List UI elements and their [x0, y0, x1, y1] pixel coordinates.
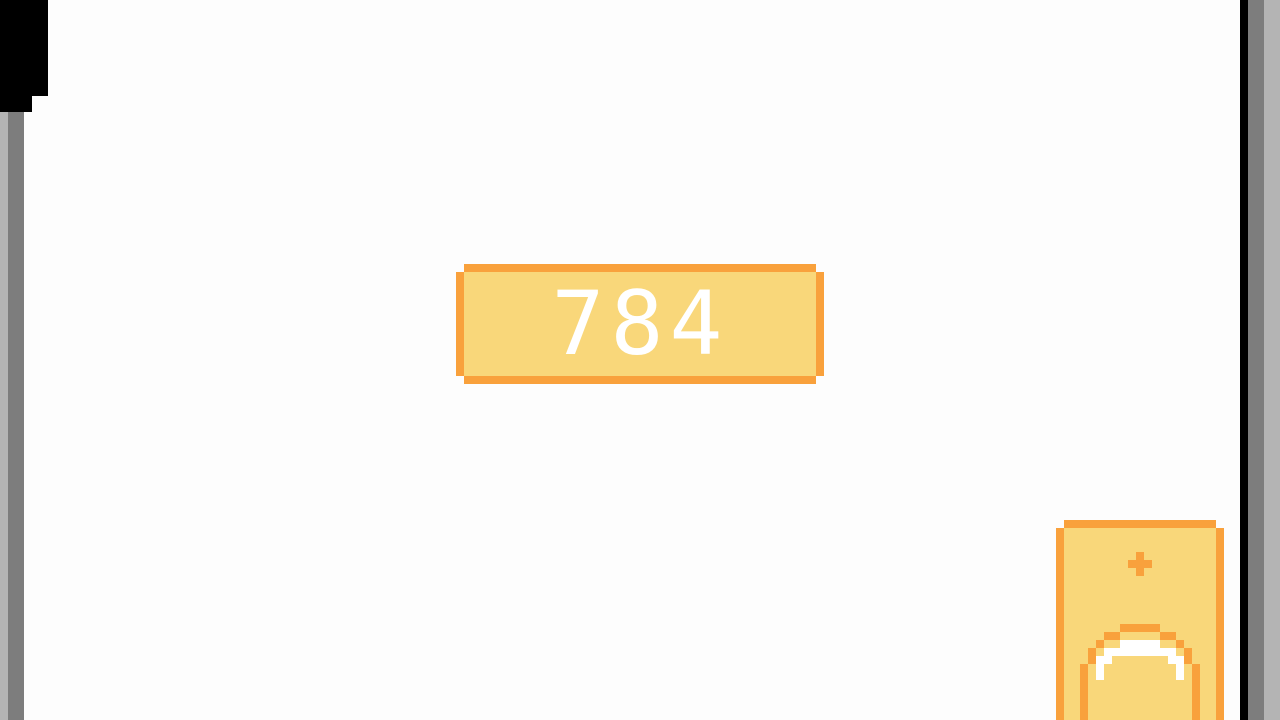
score-panel-border-left: [456, 272, 464, 376]
score-panel-border-top: [464, 264, 816, 272]
score-panel-border-right: [816, 272, 824, 376]
device-frame-left-outer: [0, 0, 8, 720]
score-value: 784: [551, 272, 729, 375]
item-card-border-top: [1064, 520, 1216, 528]
device-frame-right-outer: [1264, 0, 1280, 720]
plus-icon[interactable]: [1128, 552, 1152, 576]
device-notch-step: [0, 96, 32, 112]
device-frame-right-inner: [1248, 0, 1264, 720]
orb-icon: [1080, 624, 1200, 720]
score-panel-border-bottom: [464, 376, 816, 384]
device-frame-left-inner: [8, 0, 24, 720]
item-card-border-left: [1056, 528, 1064, 720]
score-panel-fill: [464, 272, 816, 376]
device-notch: [0, 0, 48, 96]
item-card-border-right: [1216, 528, 1224, 720]
score-panel: 784: [456, 264, 824, 384]
device-frame-right-edge: [1240, 0, 1248, 720]
